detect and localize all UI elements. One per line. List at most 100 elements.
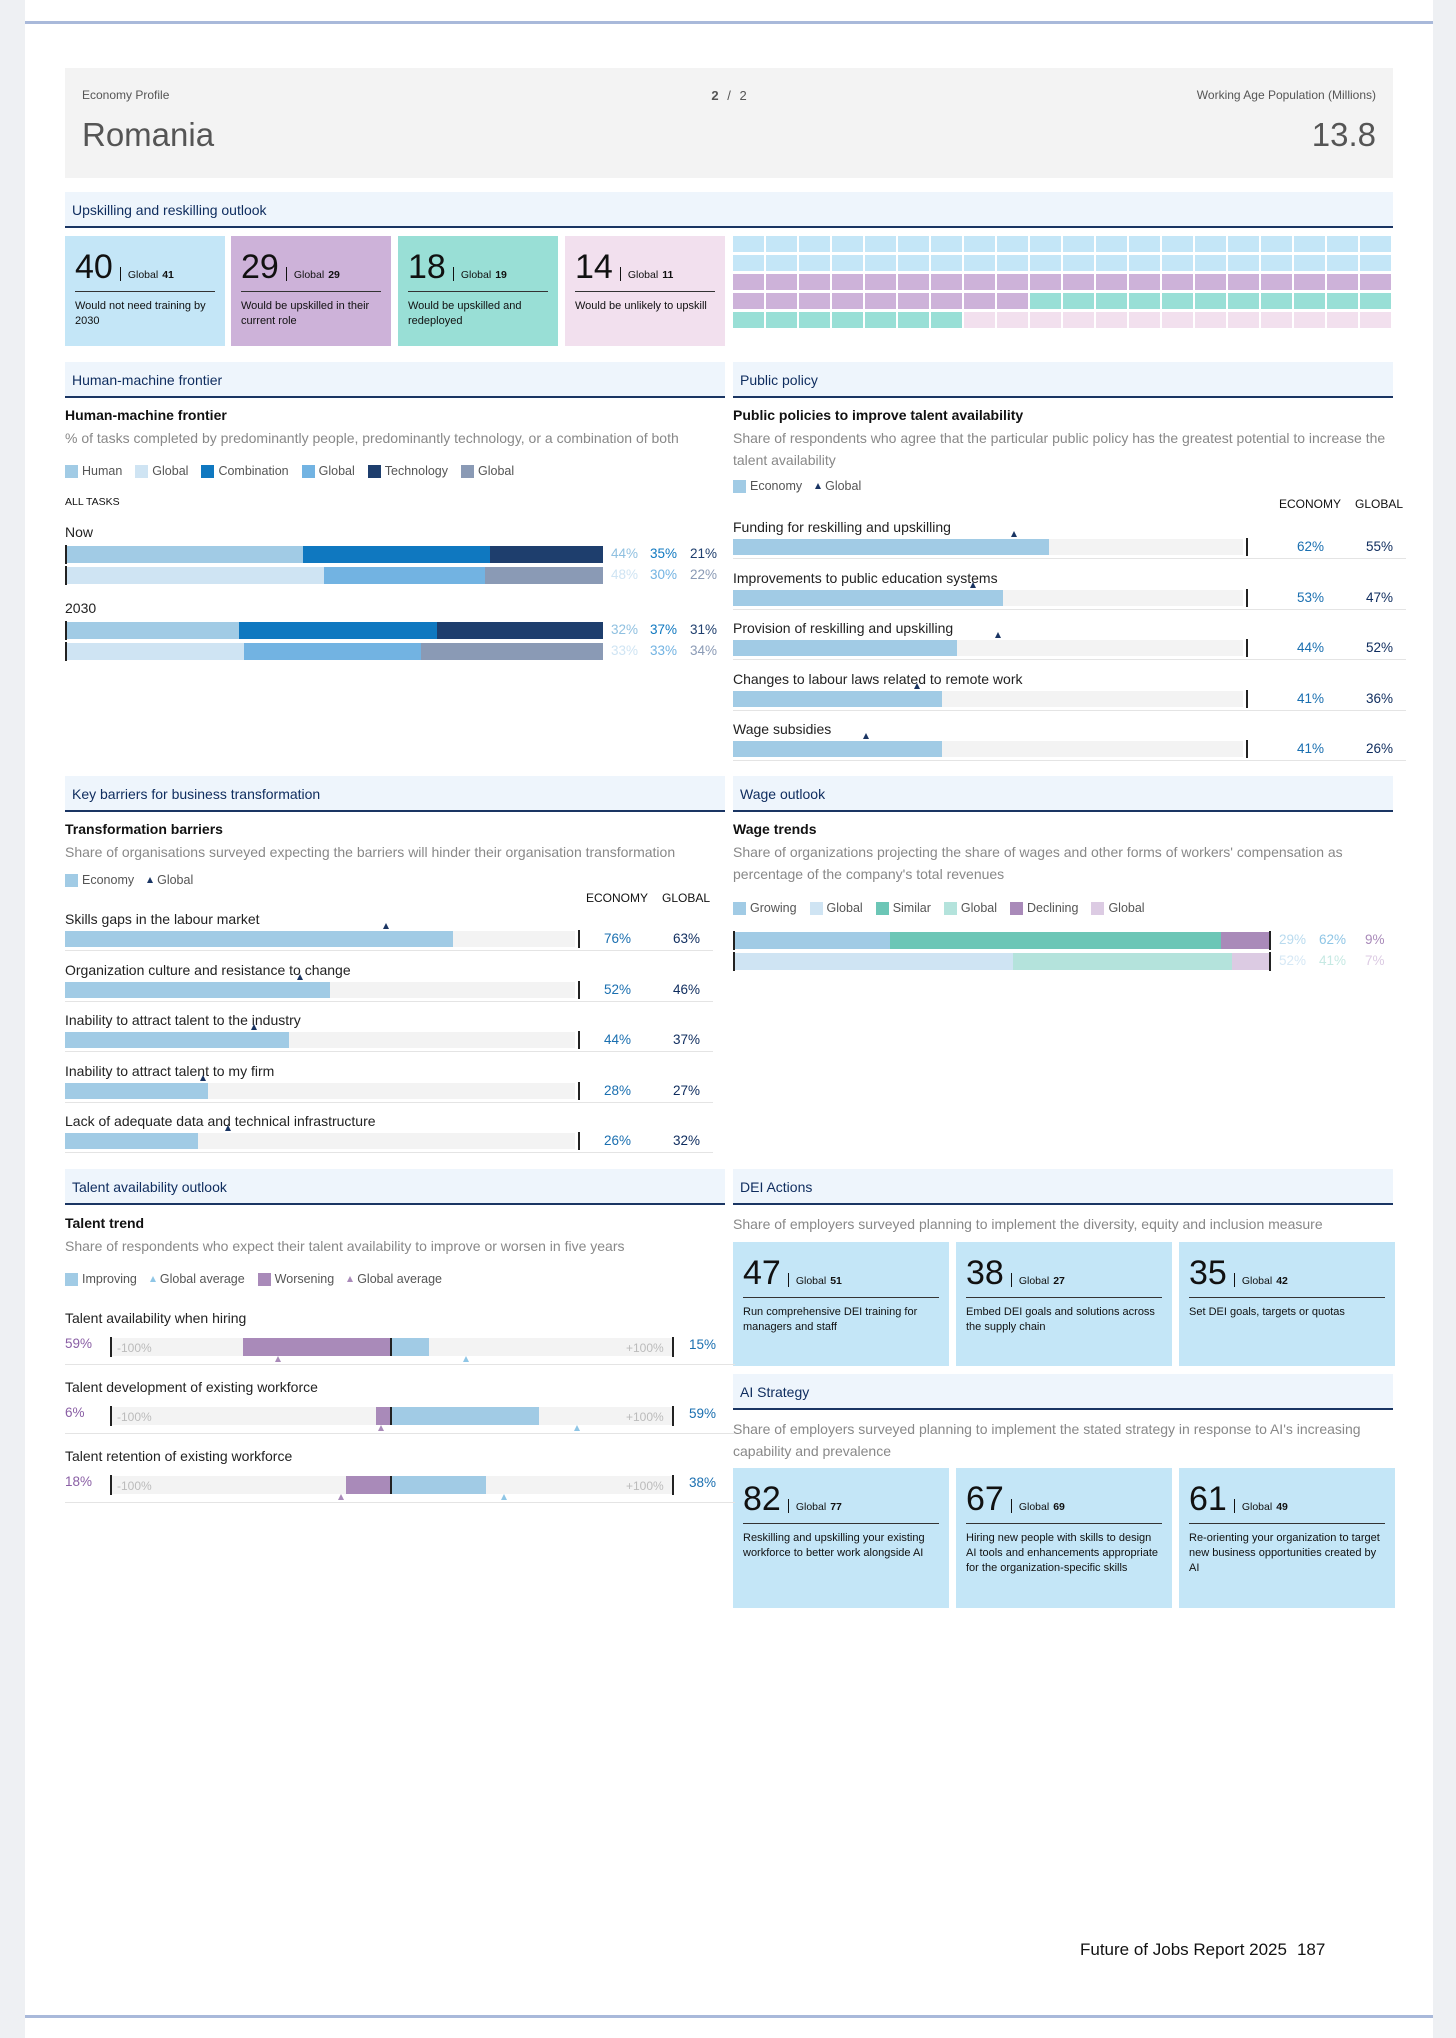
wage-value-label: 41% xyxy=(1319,953,1347,968)
hmf-value-label: 33% xyxy=(650,643,678,658)
stat-description: Hiring new people with skills to design … xyxy=(966,1523,1162,1576)
waffle-cell xyxy=(1195,255,1226,271)
legend-item: Global xyxy=(809,901,863,915)
economy-bar xyxy=(733,539,1050,555)
global-stat: Global 41 xyxy=(128,269,174,281)
stat-description: Would be upskilled in their current role xyxy=(241,291,381,329)
improving-swatch xyxy=(65,1272,78,1286)
waffle-cell xyxy=(931,236,962,252)
economy-bar xyxy=(733,640,958,656)
global-value: 69 xyxy=(1053,1501,1065,1513)
improve-value: 15% xyxy=(689,1337,717,1352)
waffle-cell xyxy=(766,236,797,252)
hmf-title: Human-machine frontier xyxy=(65,407,227,423)
wage-legend: Growing Global Similar Global Declining Globa… xyxy=(733,901,1158,915)
row-separator xyxy=(733,760,1406,761)
talent-label: Talent development of existing workforce xyxy=(65,1379,318,1395)
row-separator xyxy=(65,1364,735,1365)
legend-swatch xyxy=(809,901,823,915)
bar-label: Inability to attract talent to the indus… xyxy=(65,1012,301,1028)
legend-item: Global xyxy=(461,464,514,478)
stat-divider xyxy=(452,267,454,281)
axis-end-right xyxy=(672,1406,674,1426)
hmf-bar-segment xyxy=(67,643,244,660)
bar-end-marker xyxy=(1246,538,1248,556)
worsening-swatch xyxy=(257,1272,271,1286)
waffle-cell xyxy=(1030,312,1061,328)
legend-label: Declining xyxy=(1027,901,1079,915)
ai-subtitle: Share of employers surveyed planning to … xyxy=(733,1421,1361,1459)
waffle-cell xyxy=(1030,274,1061,290)
legend-improving: Improving xyxy=(82,1272,137,1286)
row-separator xyxy=(65,1000,713,1002)
hmf-value-label: 32% xyxy=(611,622,639,637)
economy-bar xyxy=(733,690,943,707)
legend-label: Combination xyxy=(218,464,289,478)
waffle-cell xyxy=(898,255,929,271)
min-label: -100% xyxy=(117,1479,152,1493)
waffle-cell xyxy=(1360,274,1391,290)
waffle-cell xyxy=(997,293,1028,309)
global-value: 46% xyxy=(673,981,701,997)
global-value: 27% xyxy=(673,1082,701,1098)
page-current: 2 xyxy=(711,88,719,103)
waffle-cell xyxy=(931,255,962,271)
global-marker-icon xyxy=(913,682,920,689)
waffle-cell xyxy=(733,236,764,252)
bar-end-marker xyxy=(1246,740,1248,758)
legend-economy: Economy xyxy=(750,479,803,493)
legend-swatch xyxy=(65,464,78,478)
axis-tick xyxy=(65,566,67,585)
row-separator xyxy=(65,1433,735,1434)
global-worsen-marker-icon xyxy=(275,1356,282,1362)
economy-value: 26% xyxy=(604,1133,632,1148)
global-marker-icon xyxy=(296,973,303,980)
hmf-value-label: 31% xyxy=(690,622,718,637)
wage-bar-segment xyxy=(1012,953,1232,970)
stat-divider xyxy=(787,1273,789,1287)
global-label: Global xyxy=(795,1275,827,1287)
stat-value: 61 xyxy=(1189,1480,1227,1518)
waffle-cell xyxy=(898,312,929,328)
waffle-cell xyxy=(931,312,962,328)
section-ai: AI Strategy xyxy=(733,1374,1393,1410)
axis-tick xyxy=(733,931,735,950)
stat-value: 82 xyxy=(743,1480,781,1518)
row-separator xyxy=(733,608,1406,610)
section-wage: Wage outlook xyxy=(733,776,1393,812)
improve-value: 59% xyxy=(689,1406,717,1421)
global-label: Global xyxy=(1018,1275,1050,1287)
bar-end-marker xyxy=(578,1081,580,1100)
barriers-subtitle: Share of organisations surveyed expectin… xyxy=(65,844,676,860)
hmf-value-label: 34% xyxy=(690,643,718,658)
legend-label: Global xyxy=(478,464,515,478)
waffle-cell xyxy=(964,255,995,271)
bar-label: Improvements to public education systems xyxy=(733,569,998,586)
waffle-cell xyxy=(1195,312,1226,328)
waffle-cell xyxy=(1228,312,1259,328)
global-stat: Global 19 xyxy=(461,269,507,281)
global-value: 26% xyxy=(1366,741,1394,756)
waffle-cell xyxy=(1162,312,1193,328)
stat-description: Would be upskilled and redeployed xyxy=(408,291,548,329)
legend-swatch xyxy=(875,901,889,915)
wage-subtitle: Share of organizations projecting the sh… xyxy=(733,844,1343,882)
wage-value-label: 52% xyxy=(1279,953,1307,968)
stat-tile: 47 Global 51 Run comprehensive DEI training… xyxy=(733,1242,949,1366)
waffle-cell xyxy=(1129,293,1160,309)
waffle-cell xyxy=(1228,236,1259,252)
worsen-value: 6% xyxy=(65,1405,85,1420)
waffle-cell xyxy=(1228,255,1259,271)
waffle-cell xyxy=(1096,274,1127,290)
talent-legend: Improving Global average Worsening Globa… xyxy=(65,1272,455,1286)
global-label: Global xyxy=(1018,1501,1050,1513)
global-value: 11 xyxy=(662,269,674,281)
global-stat: Global 49 xyxy=(1242,1501,1288,1513)
improving-bar xyxy=(391,1476,487,1494)
global-marker-icon xyxy=(225,1125,232,1131)
bar-label: Skills gaps in the labour market xyxy=(65,911,260,927)
global-triangle-icon xyxy=(347,1276,354,1282)
waffle-cell xyxy=(1360,293,1391,309)
legend-item: Combination xyxy=(201,464,289,478)
waffle-cell xyxy=(1294,236,1325,252)
